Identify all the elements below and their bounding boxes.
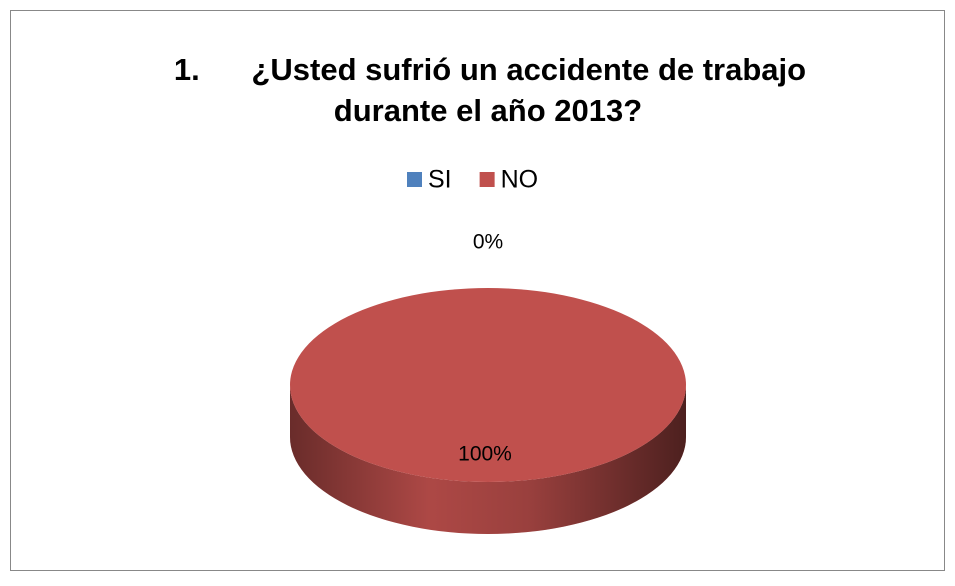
legend-swatch <box>479 172 495 187</box>
chart-title: 1. ¿Usted sufrió un accidente de trabajo <box>174 52 806 87</box>
pie: 0% 100% <box>290 231 686 534</box>
legend-swatch <box>407 172 422 187</box>
data-label: 100% <box>458 442 512 465</box>
legend-label: SI <box>428 166 452 194</box>
chart-title: durante el año 2013? <box>334 93 642 128</box>
legend: SI NO <box>407 166 538 194</box>
legend-label: NO <box>501 166 539 194</box>
pie-slice <box>290 288 686 482</box>
pie-side-shade <box>290 385 686 534</box>
data-label: 0% <box>473 231 503 254</box>
